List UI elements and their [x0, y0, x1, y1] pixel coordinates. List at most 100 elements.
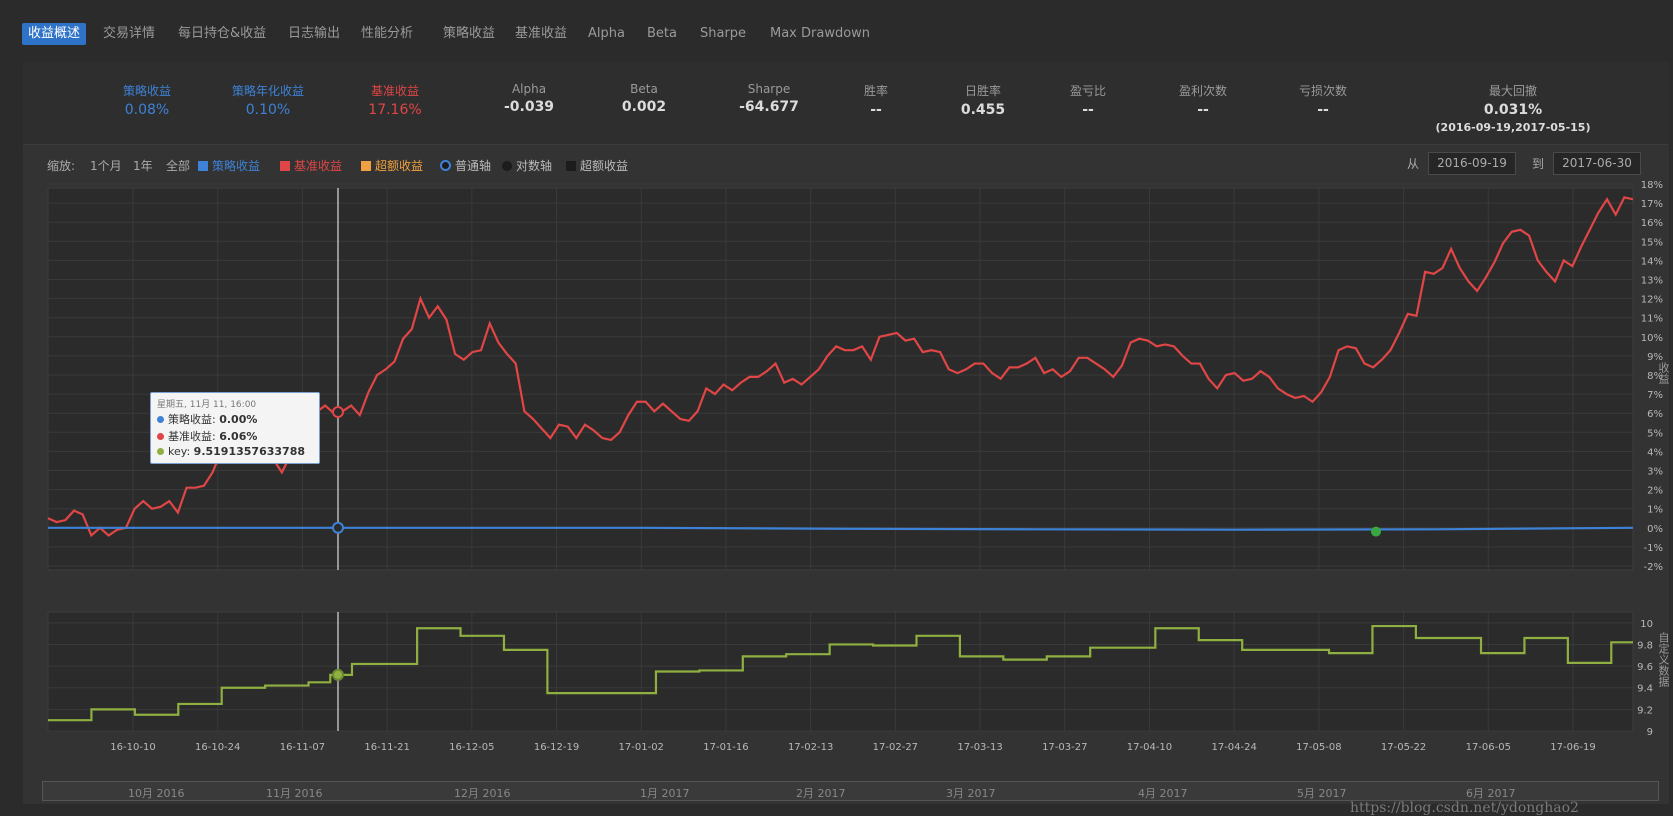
navigator-label: 10月 2016: [128, 787, 185, 800]
returns-tick-label: 2%: [1647, 486, 1663, 497]
custom-axis-title: 自定义数据: [1657, 632, 1670, 687]
custom-tick-label: 9.4: [1637, 684, 1653, 695]
tab-alpha[interactable]: Alpha: [588, 26, 625, 41]
tab-sharpe[interactable]: Sharpe: [700, 26, 747, 41]
legend-strategy-return[interactable]: 策略收益: [198, 157, 260, 174]
returns-tick-label: 14%: [1641, 256, 1663, 267]
x-tick-label: 17-05-22: [1381, 742, 1426, 753]
x-tick-label: 17-05-08: [1296, 742, 1341, 753]
returns-tick-label: 18%: [1641, 180, 1663, 191]
returns-tick-label: 4%: [1647, 447, 1663, 458]
returns-tick-label: 0%: [1647, 524, 1663, 535]
from-date-input[interactable]: 2016-09-19: [1428, 152, 1516, 175]
to-date-input[interactable]: 2017-06-30: [1553, 152, 1641, 175]
tab-log-output[interactable]: 日志输出: [288, 26, 341, 41]
returns-tick-label: 17%: [1641, 199, 1663, 210]
returns-tick-label: -2%: [1644, 562, 1663, 573]
stat-max-drawdown: 最大回撤 0.031% (2016-09-19,2017-05-15): [1435, 84, 1591, 134]
navigator-label: 3月 2017: [946, 787, 996, 800]
legend-strategy-swatch: [198, 161, 208, 171]
benchmark-hover-marker: [332, 406, 344, 419]
x-tick-label: 17-01-02: [619, 742, 664, 753]
tab-strategy-return[interactable]: 策略收益: [443, 26, 496, 41]
legend-benchmark-return[interactable]: 基准收益: [280, 157, 342, 174]
x-tick-label: 17-06-05: [1466, 742, 1511, 753]
strategy-dot-icon: [157, 416, 164, 423]
radio-unselected-icon: [502, 161, 512, 171]
legend-excess-swatch: [361, 161, 371, 171]
tab-max-drawdown[interactable]: Max Drawdown: [770, 26, 871, 41]
watermark-text: https://blog.csdn.net/ydonghao2: [1350, 800, 1579, 816]
excess-return-checkbox[interactable]: 超额收益: [566, 157, 628, 174]
radio-selected-icon: [440, 160, 451, 171]
key-hover-marker: [332, 668, 344, 681]
tab-overview[interactable]: 收益概述: [22, 23, 87, 45]
strategy-hover-marker: [332, 521, 344, 534]
navigator-label: 1月 2017: [640, 787, 690, 800]
tooltip-date: 星期五, 11月 11, 16:00: [157, 400, 257, 410]
green-marker: [1371, 526, 1381, 537]
custom-tick-label: 10: [1640, 619, 1653, 630]
custom-plot-area: [47, 611, 1634, 732]
returns-tick-label: 6%: [1647, 409, 1663, 420]
navigator-label: 2月 2017: [796, 787, 846, 800]
stat-strategy-return: 策略收益 0.08%: [122, 84, 171, 118]
top-tab-bar: 收益概述 交易详情 每日持仓&收益 日志输出 性能分析 策略收益 基准收益 Al…: [0, 0, 1673, 62]
x-tick-label: 16-11-21: [364, 742, 409, 753]
benchmark-dot-icon: [157, 433, 164, 440]
stats-bar: 策略收益 0.08% 策略年化收益 0.10% 基准收益 17.16% Alpha -0…: [23, 62, 1669, 145]
stat-loss-count: 亏损次数 --: [1298, 84, 1347, 118]
returns-tick-label: 16%: [1641, 218, 1663, 229]
x-tick-label: 16-10-24: [195, 742, 240, 753]
strategy-return-line: [48, 526, 1634, 531]
stat-benchmark-return: 基准收益 17.16%: [368, 84, 422, 118]
navigator-label: 11月 2016: [266, 787, 323, 800]
returns-tick-label: 7%: [1647, 390, 1663, 401]
x-tick-label: 17-04-10: [1127, 742, 1172, 753]
log-axis-radio[interactable]: 对数轴: [502, 157, 552, 174]
tab-daily-positions[interactable]: 每日持仓&收益: [178, 26, 267, 41]
returns-tick-label: -1%: [1644, 543, 1663, 554]
x-tick-label: 17-03-13: [957, 742, 1002, 753]
x-tick-label: 17-02-27: [873, 742, 918, 753]
returns-plot-area: [47, 187, 1634, 571]
navigator-label: 5月 2017: [1297, 787, 1347, 800]
returns-tick-label: 13%: [1641, 276, 1663, 287]
returns-tick-label: 12%: [1641, 295, 1663, 306]
legend-excess-return[interactable]: 超额收益: [361, 157, 423, 174]
range-navigator[interactable]: [42, 781, 1659, 801]
returns-tick-label: 9%: [1647, 352, 1663, 363]
stat-alpha: Alpha -0.039: [503, 82, 555, 115]
stat-profit-loss-ratio: 盈亏比 --: [1069, 84, 1106, 118]
zoom-label: 缩放:: [47, 159, 76, 173]
stat-daily-win-rate: 日胜率 0.455: [960, 84, 1006, 118]
stat-beta: Beta 0.002: [621, 82, 667, 115]
tab-benchmark-return[interactable]: 基准收益: [515, 26, 568, 41]
tab-performance[interactable]: 性能分析: [361, 26, 414, 41]
zoom-1year-button[interactable]: 1年: [133, 159, 153, 173]
custom-tick-label: 9.2: [1637, 705, 1653, 716]
custom-tick-label: 9.8: [1637, 640, 1653, 651]
stat-profit-count: 盈利次数 --: [1178, 84, 1227, 118]
x-tick-label: 17-06-19: [1550, 742, 1595, 753]
zoom-1month-button[interactable]: 1个月: [90, 159, 122, 173]
returns-axis-title: 收益: [1657, 362, 1670, 384]
navigator-label: 12月 2016: [454, 787, 511, 800]
x-tick-label: 16-10-10: [110, 742, 155, 753]
x-tick-label: 17-04-24: [1211, 742, 1256, 753]
from-label: 从: [1407, 157, 1420, 171]
returns-tick-label: 11%: [1641, 314, 1663, 325]
zoom-all-button[interactable]: 全部: [166, 159, 191, 173]
x-tick-label: 17-01-16: [703, 742, 748, 753]
chart-tooltip: 星期五, 11月 11, 16:00 策略收益: 0.00% 基准收益: 6.0…: [150, 392, 320, 464]
tab-beta[interactable]: Beta: [647, 26, 677, 41]
returns-tick-label: 3%: [1647, 467, 1663, 478]
tooltip-row-strategy: 策略收益: 0.00%: [157, 411, 313, 427]
normal-axis-radio[interactable]: 普通轴: [440, 157, 491, 174]
stat-sharpe: Sharpe -64.677: [739, 82, 799, 115]
to-label: 到: [1532, 157, 1545, 171]
tab-trade-details[interactable]: 交易详情: [103, 26, 156, 41]
navigator-label: 4月 2017: [1138, 787, 1188, 800]
returns-tick-label: 8%: [1647, 371, 1663, 382]
